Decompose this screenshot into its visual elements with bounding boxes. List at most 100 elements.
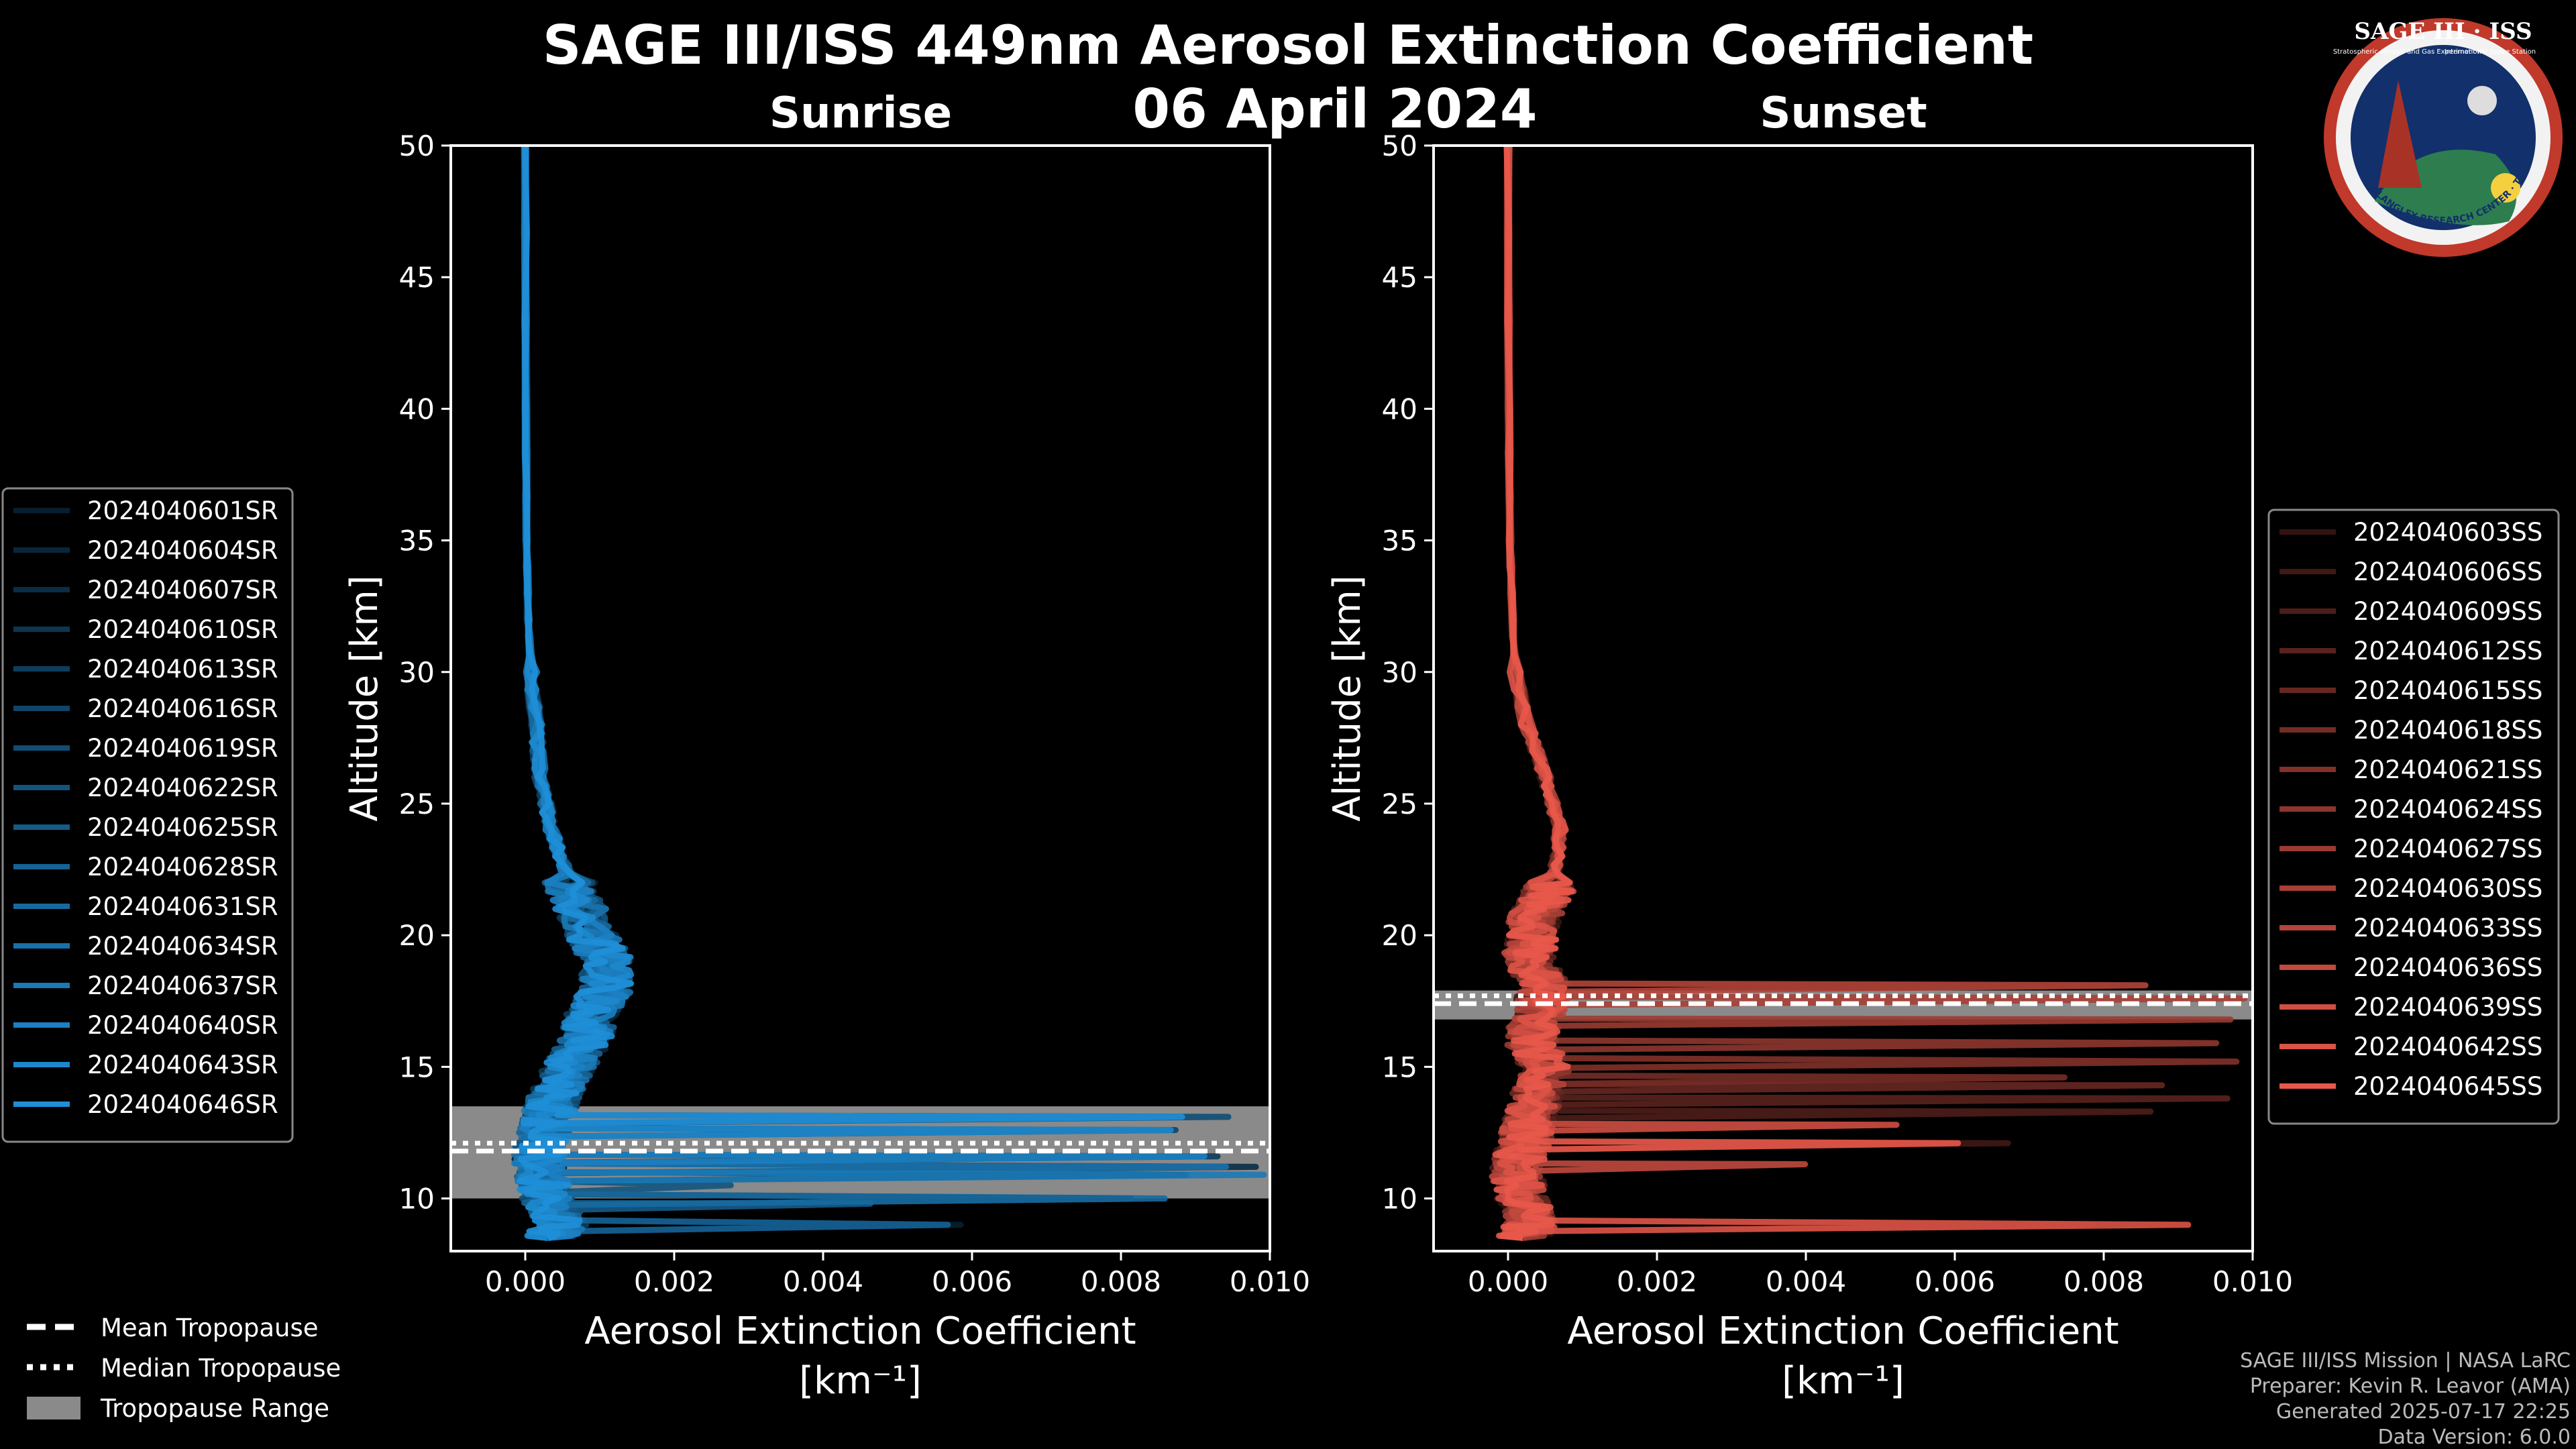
sun-icon	[2491, 173, 2520, 203]
axes-frame	[1432, 144, 2254, 1252]
x-axis-label: Aerosol Extinction Coefficient	[1567, 1309, 2118, 1353]
legend-label-2024040606SS: 2024040606SS	[2353, 557, 2542, 586]
y-tick-label: 15	[1382, 1051, 1417, 1083]
x-axis-label: Aerosol Extinction Coefficient	[584, 1309, 1136, 1353]
legend-label-2024040616SR: 2024040616SR	[87, 694, 278, 723]
y-tick-label: 15	[399, 1051, 435, 1083]
legend-label-2024040625SR: 2024040625SR	[87, 813, 278, 842]
legend-label-2024040601SR: 2024040601SR	[87, 496, 278, 525]
x-tick-label: 0.004	[783, 1265, 863, 1298]
legend-box	[2267, 508, 2560, 1125]
sunset-subtitle: Sunset	[1760, 89, 1927, 138]
y-tick-label: 40	[1382, 392, 1417, 425]
x-tick-label: 0.006	[1915, 1265, 1995, 1298]
axes-frame	[449, 144, 1271, 1252]
tropopause-range-label: Tropopause Range	[100, 1394, 329, 1423]
legend-label-2024040607SR: 2024040607SR	[87, 576, 278, 604]
credit-line-1: SAGE III/ISS Mission | NASA LaRC	[2240, 1349, 2571, 1373]
y-tick-label: 40	[399, 392, 435, 425]
x-tick-label: 0.004	[1766, 1265, 1846, 1298]
profile-line-2024040640SR	[511, 146, 1208, 1241]
profile-line-2024040610SR	[520, 146, 1189, 1241]
logo-name: SAGE III · ISS	[2354, 18, 2532, 45]
credit-line-3: Generated 2025-07-17 22:25	[2276, 1400, 2571, 1424]
profile-line-2024040628SR	[516, 146, 951, 1241]
plot-area	[1434, 146, 2253, 1241]
profile-line-2024040634SR	[517, 146, 1230, 1241]
y-tick-label: 35	[399, 525, 435, 557]
legend-label-2024040615SS: 2024040615SS	[2353, 676, 2542, 705]
legend-label-2024040642SS: 2024040642SS	[2353, 1032, 2542, 1061]
y-tick-label: 25	[399, 788, 435, 820]
median-tropopause-label: Median Tropopause	[101, 1354, 341, 1383]
legend-label-2024040618SS: 2024040618SS	[2353, 716, 2542, 745]
y-tick-label: 10	[1382, 1183, 1417, 1216]
profile-line-2024040618SS	[1491, 146, 2068, 1239]
date-title: 06 April 2024	[1132, 78, 1537, 140]
legend-label-2024040624SS: 2024040624SS	[2353, 795, 2542, 824]
legend-label-2024040604SR: 2024040604SR	[87, 536, 278, 565]
profile-line-2024040643SR	[516, 146, 1174, 1241]
x-tick-label: 0.008	[1081, 1265, 1161, 1298]
mean-tropopause-label: Mean Tropopause	[101, 1313, 319, 1342]
legend-label-2024040646SR: 2024040646SR	[87, 1090, 278, 1119]
legend-label-2024040610SR: 2024040610SR	[87, 615, 278, 644]
x-tick-label: 0.006	[932, 1265, 1012, 1298]
y-tick-label: 45	[399, 261, 435, 294]
credit-line-2: Preparer: Kevin R. Leavor (AMA)	[2250, 1375, 2571, 1398]
y-tick-label: 30	[399, 656, 435, 689]
legend-label-2024040639SS: 2024040639SS	[2353, 993, 2542, 1022]
y-tick-label: 35	[1382, 525, 1417, 557]
legend-label-2024040609SS: 2024040609SS	[2353, 597, 2542, 626]
y-tick-label: 30	[1382, 656, 1417, 689]
x-tick-label: 0.010	[1230, 1265, 1310, 1298]
x-tick-label: 0.000	[1468, 1265, 1548, 1298]
profile-line-2024040645SS	[1492, 146, 1962, 1241]
sunrise-subtitle: Sunrise	[769, 89, 952, 138]
legend-label-2024040640SR: 2024040640SR	[87, 1011, 278, 1040]
plot-area	[451, 146, 1270, 1241]
credit-line-4: Data Version: 6.0.0	[2378, 1426, 2571, 1449]
x-tick-label: 0.002	[1617, 1265, 1697, 1298]
satellite-icon	[2467, 86, 2497, 115]
y-tick-label: 25	[1382, 788, 1417, 820]
main-title: SAGE III/ISS 449nm Aerosol Extinction Co…	[543, 14, 2033, 76]
legend-label-2024040613SR: 2024040613SR	[87, 655, 278, 684]
y-tick-label: 10	[399, 1183, 435, 1216]
y-tick-label: 45	[1382, 261, 1417, 294]
legend-box	[1, 487, 294, 1143]
y-tick-label: 50	[1382, 129, 1417, 162]
legend-label-2024040643SR: 2024040643SR	[87, 1051, 278, 1079]
legend-label-2024040633SS: 2024040633SS	[2353, 914, 2542, 943]
sunrise-panel: 10 15 20 25 30 35 40 45 50 0.000 0.002 0.004 0.006 0.…	[343, 129, 1310, 1403]
legend-label-2024040645SS: 2024040645SS	[2353, 1072, 2542, 1101]
profile-line-2024040607SR	[513, 146, 1259, 1241]
x-tick-label: 0.000	[485, 1265, 566, 1298]
legend-label-2024040627SS: 2024040627SS	[2353, 835, 2542, 863]
profile-line-2024040604SR	[512, 146, 1134, 1241]
legend-label-2024040631SR: 2024040631SR	[87, 892, 278, 921]
sunset-panel: 10 15 20 25 30 35 40 45 50 0.000 0.002 0.004 0.006 0.…	[1326, 129, 2293, 1403]
sunset-legend: 2024040603SS 2024040606SS 2024040609SS 2024…	[2267, 508, 2560, 1125]
y-tick-label: 20	[1382, 919, 1417, 952]
figure-icon	[2378, 80, 2422, 188]
y-axis-label: Altitude [km]	[343, 575, 386, 821]
x-tick-label: 0.010	[2212, 1265, 2293, 1298]
profile-line-2024040616SR	[517, 146, 1179, 1241]
legend-label-2024040630SS: 2024040630SS	[2353, 874, 2542, 903]
y-tick-label: 20	[399, 919, 435, 952]
x-axis-units: [km⁻¹]	[1782, 1359, 1904, 1403]
sunrise-legend: 2024040601SR 2024040604SR 2024040607SR 2024…	[1, 487, 294, 1143]
legend-label-2024040636SS: 2024040636SS	[2353, 953, 2542, 982]
credits: SAGE III/ISS Mission | NASA LaRC Prepare…	[2240, 1349, 2571, 1449]
profile-line-2024040637SR	[513, 146, 1267, 1241]
legend-label-2024040628SR: 2024040628SR	[87, 853, 278, 881]
profile-line-2024040646SR	[517, 146, 1185, 1241]
tropopause-range-swatch	[27, 1397, 80, 1419]
legend-label-2024040612SS: 2024040612SS	[2353, 637, 2542, 665]
x-tick-label: 0.002	[634, 1265, 714, 1298]
profile-line-2024040619SR	[516, 146, 1232, 1241]
legend-label-2024040619SR: 2024040619SR	[87, 734, 278, 763]
legend-label-2024040621SS: 2024040621SS	[2353, 755, 2542, 784]
